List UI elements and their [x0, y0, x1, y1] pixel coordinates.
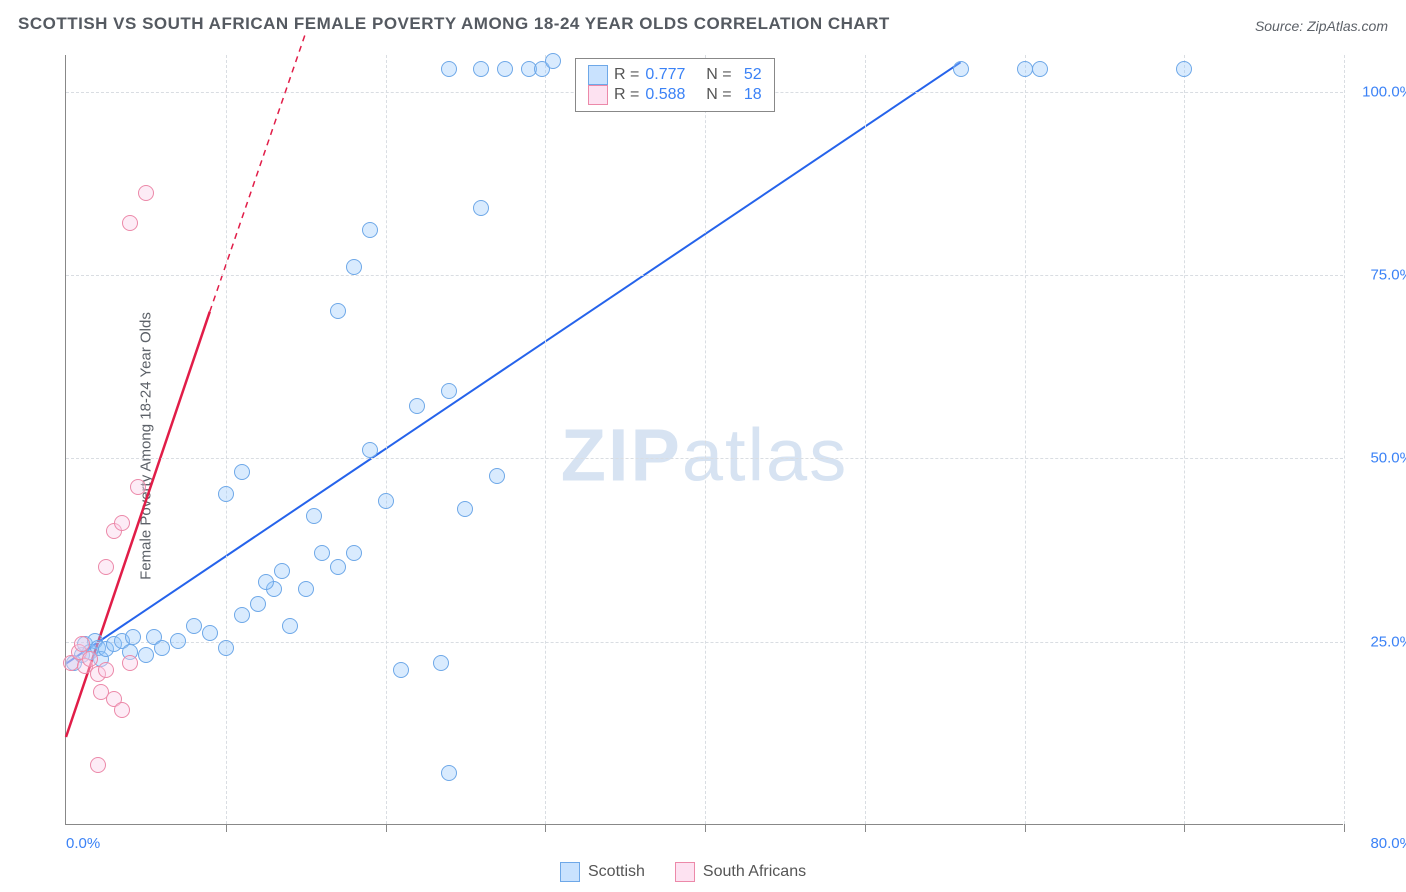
data-point — [1017, 61, 1033, 77]
series-legend: Scottish South Africans — [560, 862, 806, 882]
data-point — [298, 581, 314, 597]
x-tick — [386, 824, 387, 832]
data-point — [234, 464, 250, 480]
data-point — [330, 303, 346, 319]
data-point — [545, 53, 561, 69]
data-point — [346, 259, 362, 275]
n-value-south-africans: 18 — [738, 86, 762, 104]
data-point — [98, 559, 114, 575]
swatch-south-africans — [588, 85, 608, 105]
data-point — [1176, 61, 1192, 77]
y-tick-label: 25.0% — [1353, 633, 1406, 650]
data-point — [489, 468, 505, 484]
x-tick — [545, 824, 546, 832]
x-tick — [226, 824, 227, 832]
gridline-v — [386, 55, 387, 824]
data-point — [114, 515, 130, 531]
legend-row-south-africans: R = 0.588 N = 18 — [588, 85, 762, 105]
data-point — [90, 757, 106, 773]
data-point — [306, 508, 322, 524]
data-point — [82, 651, 98, 667]
data-point — [497, 61, 513, 77]
data-point — [250, 596, 266, 612]
data-point — [154, 640, 170, 656]
x-tick — [1025, 824, 1026, 832]
data-point — [218, 486, 234, 502]
gridline-v — [865, 55, 866, 824]
data-point — [138, 185, 154, 201]
data-point — [314, 545, 330, 561]
n-value-scottish: 52 — [738, 66, 762, 84]
gridline-v — [705, 55, 706, 824]
x-tick-label-min: 0.0% — [66, 835, 100, 852]
data-point — [98, 662, 114, 678]
data-point — [1032, 61, 1048, 77]
x-tick-label-max: 80.0% — [1370, 835, 1406, 852]
data-point — [362, 222, 378, 238]
gridline-v — [1344, 55, 1345, 824]
data-point — [274, 563, 290, 579]
gridline-v — [1025, 55, 1026, 824]
x-tick — [1184, 824, 1185, 832]
data-point — [186, 618, 202, 634]
data-point — [378, 493, 394, 509]
x-tick — [1344, 824, 1345, 832]
data-point — [330, 559, 346, 575]
data-point — [138, 647, 154, 663]
chart-title: SCOTTISH VS SOUTH AFRICAN FEMALE POVERTY… — [18, 14, 890, 34]
data-point — [74, 636, 90, 652]
data-point — [441, 383, 457, 399]
correlation-legend: R = 0.777 N = 52 R = 0.588 N = 18 — [575, 58, 775, 112]
data-point — [202, 625, 218, 641]
legend-row-scottish: R = 0.777 N = 52 — [588, 65, 762, 85]
gridline-v — [545, 55, 546, 824]
data-point — [441, 765, 457, 781]
data-point — [122, 655, 138, 671]
chart-container: SCOTTISH VS SOUTH AFRICAN FEMALE POVERTY… — [0, 0, 1406, 892]
source-attribution: Source: ZipAtlas.com — [1255, 18, 1388, 34]
swatch-south-africans-icon — [675, 862, 695, 882]
data-point — [218, 640, 234, 656]
data-point — [122, 215, 138, 231]
gridline-v — [1184, 55, 1185, 824]
data-point — [409, 398, 425, 414]
plot-area: ZIPatlas 25.0%50.0%75.0%100.0%0.0%80.0% — [65, 55, 1343, 825]
data-point — [393, 662, 409, 678]
r-value-south-africans: 0.588 — [645, 86, 685, 104]
data-point — [473, 200, 489, 216]
data-point — [234, 607, 250, 623]
swatch-scottish — [588, 65, 608, 85]
data-point — [953, 61, 969, 77]
r-value-scottish: 0.777 — [645, 66, 685, 84]
y-tick-label: 50.0% — [1353, 450, 1406, 467]
legend-item-south-africans: South Africans — [675, 862, 806, 882]
legend-item-scottish: Scottish — [560, 862, 645, 882]
x-tick — [865, 824, 866, 832]
data-point — [130, 479, 146, 495]
gridline-v — [226, 55, 227, 824]
x-tick — [705, 824, 706, 832]
data-point — [362, 442, 378, 458]
swatch-scottish-icon — [560, 862, 580, 882]
data-point — [258, 574, 274, 590]
y-tick-label: 75.0% — [1353, 267, 1406, 284]
data-point — [114, 702, 130, 718]
data-point — [433, 655, 449, 671]
data-point — [457, 501, 473, 517]
data-point — [125, 629, 141, 645]
y-tick-label: 100.0% — [1353, 83, 1406, 100]
data-point — [170, 633, 186, 649]
data-point — [282, 618, 298, 634]
data-point — [441, 61, 457, 77]
data-point — [346, 545, 362, 561]
data-point — [473, 61, 489, 77]
